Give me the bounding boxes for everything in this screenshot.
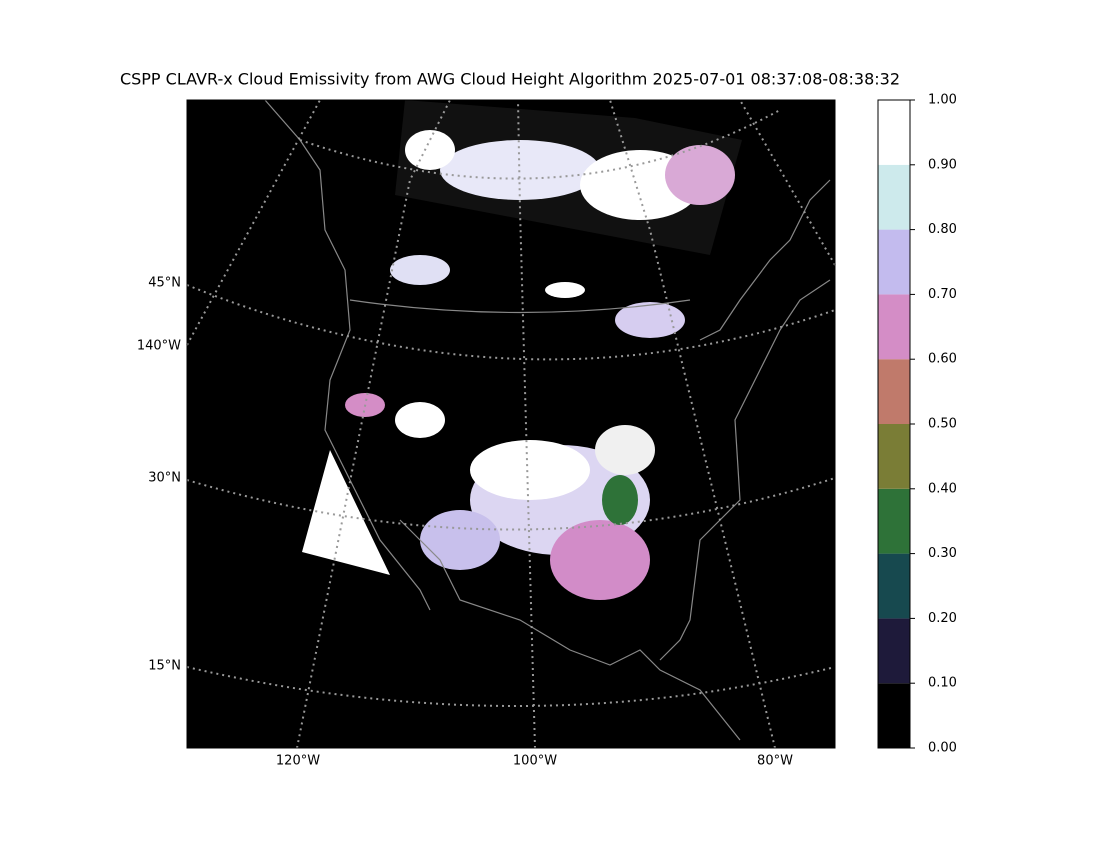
cloud: [395, 402, 445, 438]
lon-label: 120°W: [276, 754, 320, 769]
graticule: [739, 99, 836, 266]
colorbar-tick-label: 0.30: [928, 546, 957, 561]
colorbar-band: [878, 553, 910, 619]
colorbar-tick-label: 0.20: [928, 611, 957, 626]
graticule: [296, 99, 451, 749]
colorbar-tick-label: 0.50: [928, 417, 957, 432]
graticule: [186, 99, 321, 346]
graticule: [186, 477, 836, 531]
colorbar-tick-label: 0.60: [928, 352, 957, 367]
colorbar-band: [878, 488, 910, 554]
cloud: [615, 302, 685, 338]
colorbar-band: [878, 294, 910, 360]
swaths: [302, 100, 742, 600]
cloud: [390, 255, 450, 285]
cloud: [550, 520, 650, 600]
lat-label: 30°N: [148, 471, 181, 486]
colorbar-tick-label: 0.90: [928, 157, 957, 172]
lat-label: 140°W: [137, 339, 181, 354]
cloud: [665, 145, 735, 205]
lon-label: 100°W: [513, 754, 557, 769]
lon-label: 80°W: [757, 754, 793, 769]
colorbar-band: [878, 164, 910, 230]
cloud: [595, 425, 655, 475]
colorbar-tick-label: 1.00: [928, 93, 957, 108]
cloud: [470, 440, 590, 500]
colorbar-band: [878, 618, 910, 684]
lat-label: 15°N: [148, 659, 181, 674]
colorbar-band: [878, 359, 910, 424]
cloud: [420, 510, 500, 570]
cloud: [440, 140, 600, 200]
colorbar-tick-label: 0.10: [928, 676, 957, 691]
colorbar-tick-label: 0.70: [928, 287, 957, 302]
colorbar-tick-label: 0.00: [928, 741, 957, 756]
colorbar-tick-label: 0.80: [928, 222, 957, 237]
coastline: [264, 99, 831, 741]
lat-label: 45°N: [148, 276, 181, 291]
cloud: [302, 450, 390, 575]
colorbar-band: [878, 683, 910, 748]
colorbar-band: [878, 100, 910, 165]
map: [186, 99, 836, 749]
cloud: [545, 282, 585, 298]
border: [349, 299, 691, 314]
map-frame: [186, 99, 836, 749]
cloud: [602, 475, 638, 525]
graticule: [299, 109, 781, 180]
title: CSPP CLAVR-x Cloud Emissivity from AWG C…: [120, 70, 900, 89]
cloud: [405, 130, 455, 170]
colorbar-band: [878, 424, 910, 489]
graticule: [186, 666, 836, 707]
colorbar-band: [878, 229, 910, 295]
colorbar-tick-label: 0.40: [928, 481, 957, 496]
